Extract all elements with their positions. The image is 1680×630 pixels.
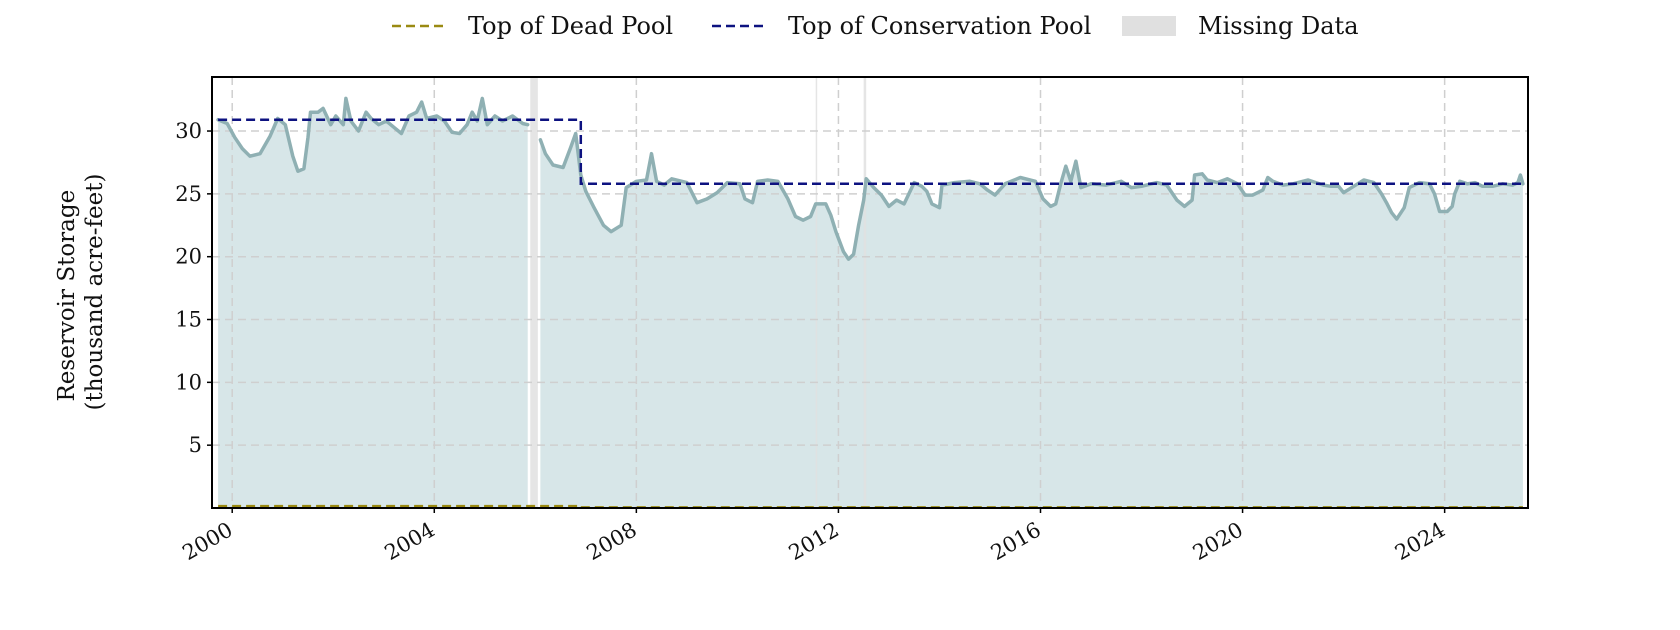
storage-line-0 <box>216 96 530 173</box>
y-axis-title-line-1: Reservoir Storage <box>54 190 80 402</box>
legend-label-missing-data: Missing Data <box>1198 12 1359 40</box>
legend-label-conservation-pool: Top of Conservation Pool <box>788 12 1092 40</box>
missing-data-band-1 <box>815 77 818 508</box>
legend-item-dead-pool: Top of Dead Pool <box>392 6 673 46</box>
x-tick-label-2008: 2008 <box>583 518 641 566</box>
y-axis-title: Reservoir Storage (thousand acre-feet) <box>54 174 108 411</box>
plot-frame <box>211 76 1529 509</box>
x-axis: 2000 2004 2008 2012 2016 2020 2024 <box>178 508 1449 565</box>
legend-item-conservation-pool: Top of Conservation Pool <box>712 6 1091 46</box>
y-tick-label-15: 15 <box>175 308 202 332</box>
x-tick-label-2020: 2020 <box>1189 518 1247 566</box>
y-tick-label-10: 10 <box>175 370 202 394</box>
y-axis-title-line-2: (thousand acre-feet) <box>82 174 108 411</box>
storage-area-0 <box>218 98 528 509</box>
conservation-pool-line <box>218 118 1523 186</box>
x-tick-label-2004: 2004 <box>380 518 438 566</box>
y-tick-label-30: 30 <box>175 119 202 143</box>
y-tick-label-20: 20 <box>175 245 202 269</box>
y-tick-label-5: 5 <box>189 433 202 457</box>
missing-data-band-2 <box>863 77 867 508</box>
storage-line-1 <box>538 131 1525 261</box>
x-tick-label-2012: 2012 <box>785 518 843 566</box>
missing-data-swatch <box>1122 16 1176 36</box>
plot-area <box>211 76 1529 509</box>
missing-data-band-0 <box>530 77 538 508</box>
x-tick-label-2024: 2024 <box>1391 518 1449 566</box>
dead-pool-swatch <box>392 24 446 28</box>
legend-item-missing-data: Missing Data <box>1122 6 1359 46</box>
y-axis: 5 10 15 20 25 30 <box>175 119 212 457</box>
storage-area-1 <box>540 133 1523 508</box>
y-tick-label-25: 25 <box>175 182 202 206</box>
conservation-pool-swatch <box>712 24 766 28</box>
legend-label-dead-pool: Top of Dead Pool <box>468 12 674 40</box>
legend: Top of Dead Pool Top of Conservation Poo… <box>0 6 1680 46</box>
x-tick-label-2016: 2016 <box>987 518 1045 566</box>
x-tick-label-2000: 2000 <box>178 518 236 566</box>
